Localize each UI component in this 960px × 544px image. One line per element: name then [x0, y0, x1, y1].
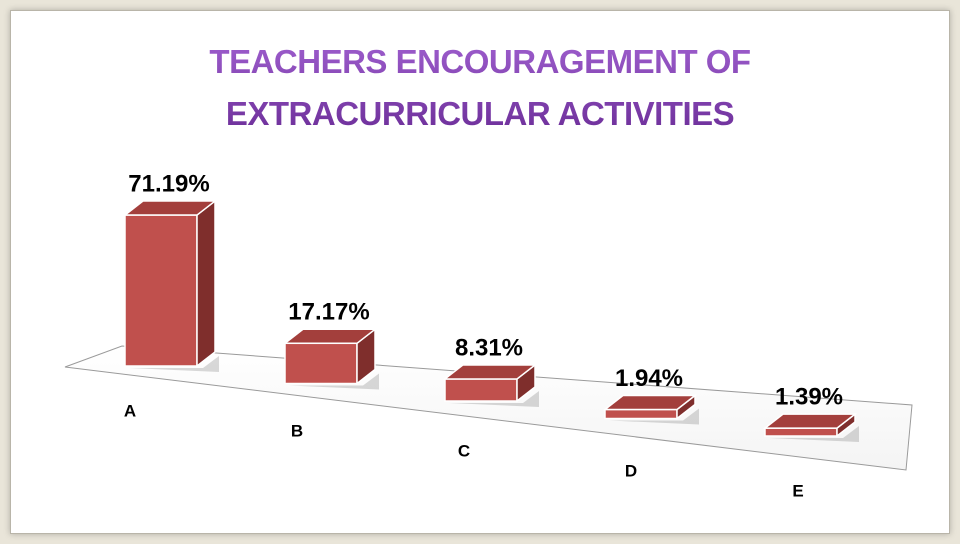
- bar-shadow: [609, 408, 699, 425]
- x-tick-label: C: [458, 441, 470, 460]
- bar-front: [444, 378, 518, 402]
- data-label: 8.31%: [455, 334, 523, 361]
- bar-shadow: [289, 373, 379, 390]
- floor: [64, 345, 913, 471]
- bar-top: [122, 200, 218, 216]
- bar-top: [762, 413, 858, 429]
- bar-front: [604, 408, 678, 420]
- chart-title: TEACHERS ENCOURAGEMENT OF EXTRACURRICULA…: [130, 36, 830, 140]
- bar-shadow: [769, 426, 859, 442]
- data-label: 1.94%: [615, 365, 683, 392]
- x-tick-label: A: [124, 401, 136, 420]
- bar-front: [284, 342, 358, 385]
- data-label: 17.17%: [288, 299, 369, 326]
- data-label: 71.19%: [128, 170, 209, 197]
- bar-side: [196, 199, 216, 368]
- bar-front: [764, 427, 838, 437]
- x-tick-label: E: [792, 481, 803, 500]
- x-tick-label: D: [625, 461, 637, 480]
- x-tick-label: B: [291, 421, 303, 440]
- bar-shadow: [449, 391, 539, 407]
- bar-shadow: [129, 356, 219, 372]
- data-label: 1.39%: [775, 383, 843, 410]
- bar-top: [602, 394, 698, 411]
- bar-front: [124, 214, 198, 367]
- bar-top: [282, 328, 378, 345]
- bar-top: [442, 364, 538, 380]
